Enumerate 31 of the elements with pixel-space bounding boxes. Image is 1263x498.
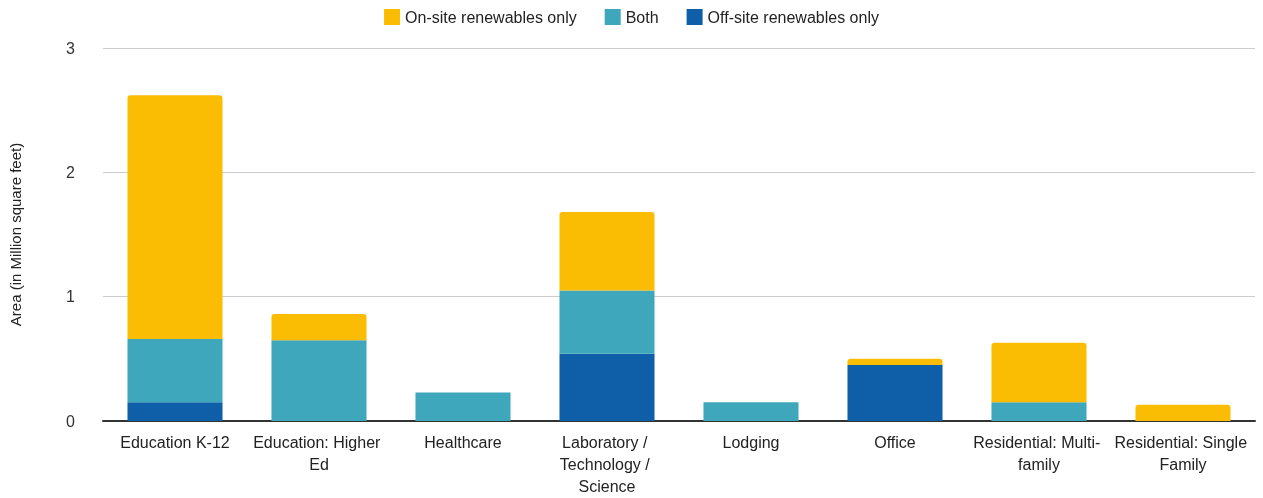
x-tick-label: Laboratory / Technology / Science bbox=[559, 433, 655, 495]
bar bbox=[991, 342, 1087, 403]
bar bbox=[559, 290, 655, 354]
bar bbox=[1135, 404, 1231, 421]
y-tick-label: 1 bbox=[66, 288, 76, 306]
x-tick-label: Residential: Multi- family bbox=[973, 433, 1105, 473]
bar bbox=[415, 392, 511, 421]
bar bbox=[559, 353, 655, 421]
x-tick-label: Healthcare bbox=[424, 433, 502, 451]
x-tick-label: Education K-12 bbox=[120, 433, 230, 451]
bar bbox=[127, 95, 223, 339]
legend-label: On-site renewables only bbox=[405, 8, 577, 26]
legend-label: Both bbox=[625, 8, 659, 26]
bar bbox=[847, 365, 943, 421]
y-tick-label: 3 bbox=[66, 39, 76, 57]
y-tick-label: 2 bbox=[66, 163, 76, 181]
bar bbox=[847, 358, 943, 366]
x-tick-label: Residential: Single Family bbox=[1114, 433, 1252, 473]
bar bbox=[127, 338, 223, 403]
x-tick-label: Education: Higher Ed bbox=[253, 433, 385, 473]
bar bbox=[559, 212, 655, 291]
bar bbox=[991, 402, 1087, 421]
y-axis-title: Area (in Million square feet) bbox=[7, 142, 24, 327]
bar bbox=[703, 402, 799, 421]
bar bbox=[271, 340, 367, 421]
bar bbox=[127, 402, 223, 421]
y-tick-label: 0 bbox=[66, 412, 76, 430]
x-tick-label: Office bbox=[874, 433, 916, 451]
legend-label: Off-site renewables only bbox=[707, 8, 879, 26]
x-tick-label: Lodging bbox=[722, 433, 780, 451]
bar bbox=[271, 314, 367, 341]
